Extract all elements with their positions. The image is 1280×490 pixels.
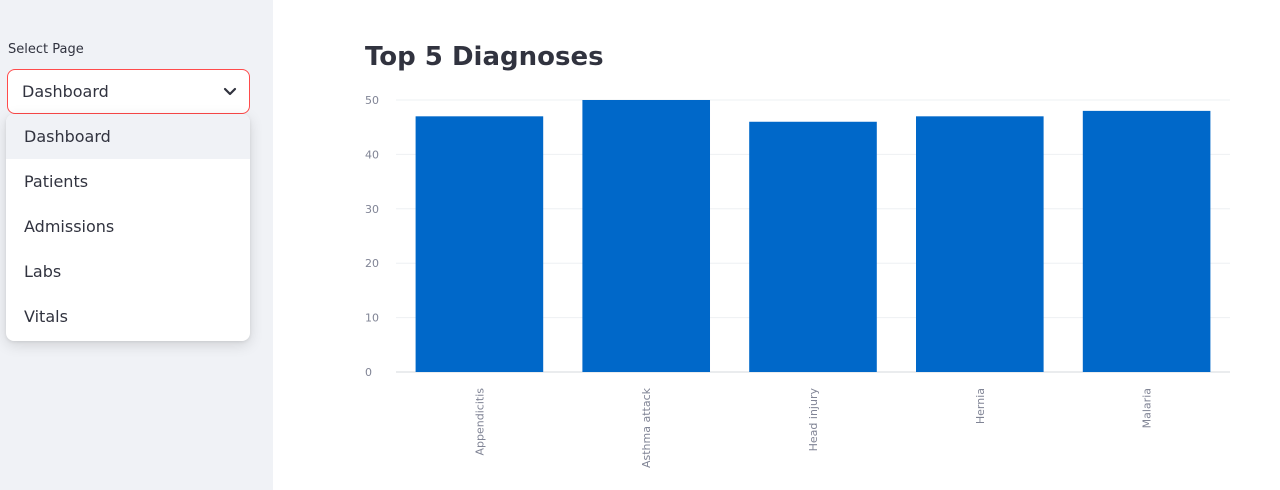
y-tick-label: 30	[365, 203, 379, 216]
x-category-label: Malaria	[1141, 388, 1154, 428]
option-labs[interactable]: Labs	[24, 262, 62, 281]
option-patients[interactable]: Patients	[24, 172, 89, 191]
y-tick-label: 20	[365, 257, 379, 270]
bar-appendicitis[interactable]	[415, 116, 544, 372]
page-select[interactable]: Dashboard	[7, 69, 250, 114]
page-title: Top 5 Diagnoses	[365, 42, 604, 72]
option-vitals[interactable]: Vitals	[24, 307, 68, 326]
option-dashboard[interactable]: Dashboard	[6, 114, 250, 159]
y-tick-label: 10	[365, 312, 379, 325]
y-tick-label: 50	[365, 94, 379, 107]
bar-malaria[interactable]	[1082, 110, 1211, 372]
x-category-label: Hernia	[974, 388, 987, 424]
sidebar: Select Page Dashboard Dashboard Patients…	[0, 0, 273, 490]
main-content: Top 5 Diagnoses 0 10 20 30 40 50 Appendicitis A…	[273, 0, 1280, 490]
x-category-label: Head injury	[807, 388, 820, 452]
bar-head-injury[interactable]	[749, 121, 877, 372]
x-category-label: Asthma attack	[640, 387, 653, 468]
chevron-down-icon[interactable]	[223, 86, 237, 98]
page-select-dropdown: Dashboard Patients Admissions Labs Vital…	[6, 114, 250, 341]
bar-chart: 0 10 20 30 40 50 Appendicitis Asthma attack Head…	[365, 94, 1230, 468]
x-category-label: Appendicitis	[473, 388, 486, 456]
select-page-label: Select Page	[8, 42, 84, 57]
page-select-value: Dashboard	[22, 82, 109, 101]
bar-asthma-attack[interactable]	[582, 100, 711, 372]
y-tick-label: 40	[365, 148, 379, 161]
y-tick-label: 0	[365, 366, 372, 379]
bar-hernia[interactable]	[915, 116, 1044, 372]
option-admissions[interactable]: Admissions	[24, 217, 115, 236]
